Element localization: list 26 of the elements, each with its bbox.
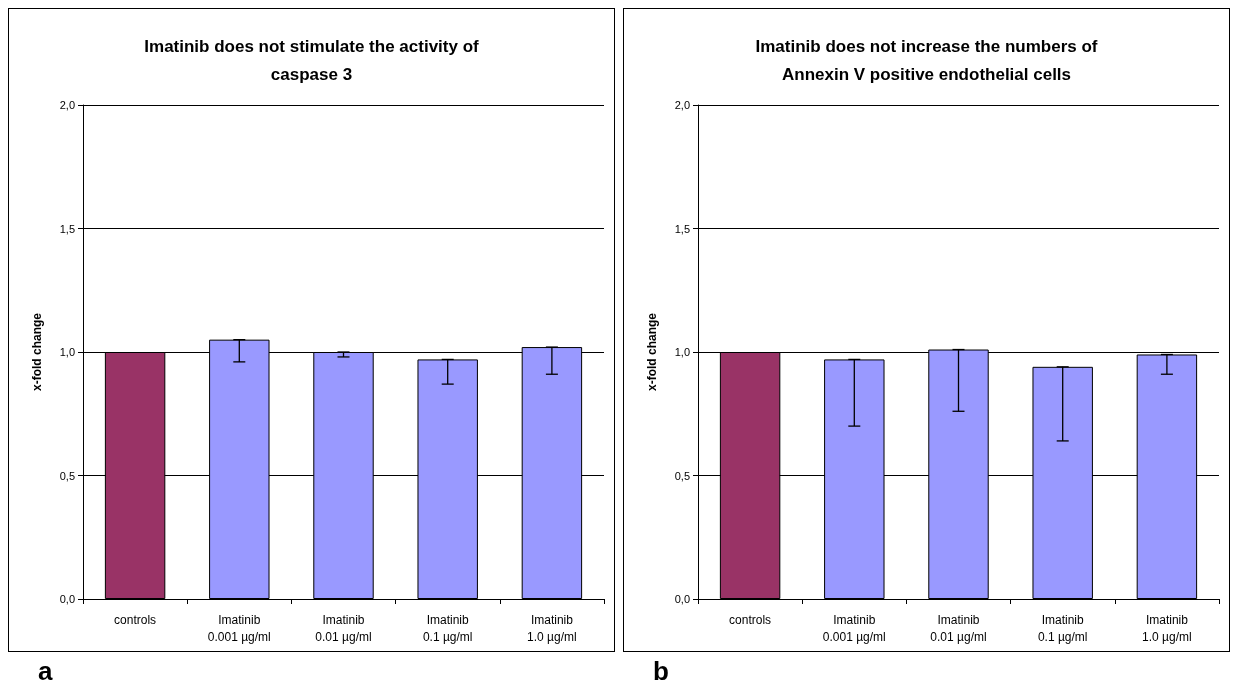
x-tick-label: Imatinib 0.001 µg/ml xyxy=(822,612,886,644)
y-tick-label: 1,5 xyxy=(674,222,690,235)
x-tick-label: controls xyxy=(114,612,157,627)
y-axis-title: x-fold change xyxy=(645,312,659,392)
text: a xyxy=(38,656,53,687)
y-tick-label: 1,0 xyxy=(59,346,75,358)
x-tick-label: Imatinib 0.01 µg/ml xyxy=(315,612,372,644)
x-tick-label: Imatinib 1.0 µg/ml xyxy=(1142,612,1192,644)
y-tick-label: 2,0 xyxy=(674,99,690,111)
x-tick-label: Imatinib 0.001 µg/ml xyxy=(207,612,271,644)
chart-title: Imatinib does not stimulate the activity of caspase 3 xyxy=(144,36,480,84)
y-tick-label: 0,0 xyxy=(59,593,75,605)
x-tick-label: controls xyxy=(729,612,772,627)
x-tick-label: Imatinib 0.1 µg/ml xyxy=(422,612,473,644)
y-tick-label: 1,0 xyxy=(674,346,690,358)
y-tick-label: 0,5 xyxy=(674,469,690,482)
x-tick-label: Imatinib 0.1 µg/ml xyxy=(1037,612,1088,644)
x-tick-label: Imatinib 0.01 µg/ml xyxy=(930,612,987,644)
y-tick-label: 0,5 xyxy=(59,469,75,482)
y-tick-label: 0,0 xyxy=(674,593,690,605)
y-tick-label: 1,5 xyxy=(59,222,75,235)
x-tick-label: Imatinib 1.0 µg/ml xyxy=(527,612,577,644)
chart-title: Imatinib does not increase the numbers of Annexin V positive endothelial cells xyxy=(755,36,1098,84)
text: b xyxy=(653,656,669,687)
y-tick-label: 2,0 xyxy=(59,99,75,111)
y-axis-title: x-fold change xyxy=(30,312,44,392)
